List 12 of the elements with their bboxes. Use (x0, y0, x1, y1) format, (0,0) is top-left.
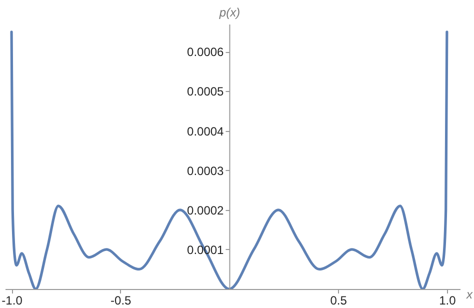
y-tick-label: 0.0002 (187, 203, 224, 218)
y-axis-title: p(x) (218, 6, 240, 20)
y-tick-label: 0.0006 (187, 45, 224, 60)
x-tick-label: 0.5 (330, 294, 348, 308)
y-tick-label: 0.0004 (187, 124, 224, 138)
y-tick-label: 0.0005 (187, 84, 224, 99)
x-axis-title: x (466, 288, 474, 302)
line-series (10, 30, 448, 289)
x-tick-label: -1.0 (2, 294, 23, 308)
x-tick-label: 1.0 (439, 294, 456, 308)
y-tick-label: 0.0003 (187, 164, 224, 178)
x-tick-label: -0.5 (110, 294, 132, 308)
